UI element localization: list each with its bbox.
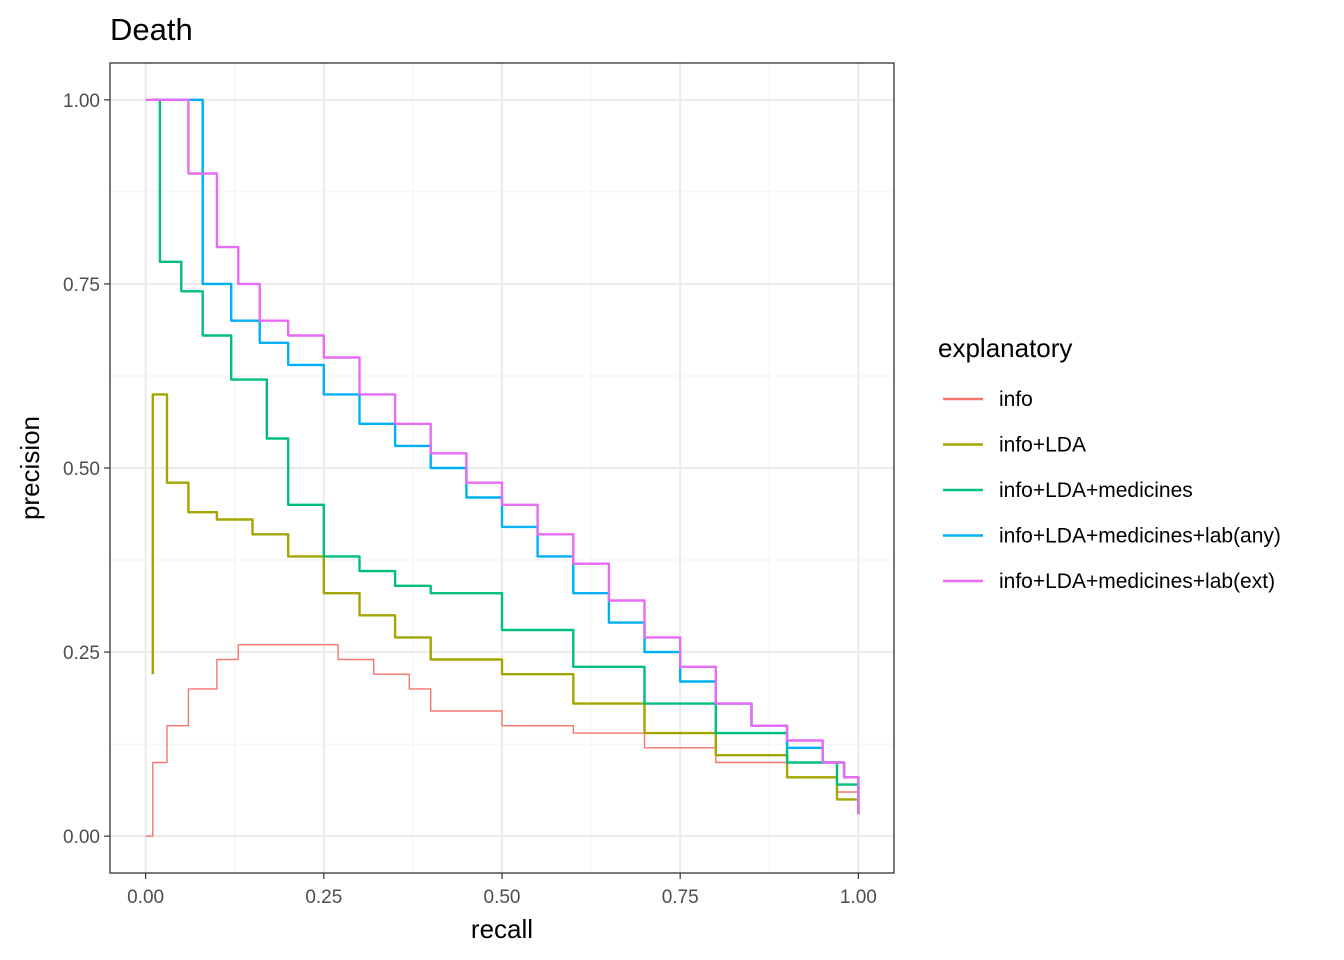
legend-title: explanatory: [938, 333, 1072, 363]
x-axis-title: recall: [471, 914, 533, 944]
legend-label: info+LDA+medicines: [999, 479, 1193, 502]
y-tick-label: 0.25: [63, 643, 100, 664]
chart-title: Death: [110, 12, 193, 47]
series-line-2: [152, 98, 860, 815]
y-tick-label: 0.50: [63, 459, 100, 480]
legend-label: info: [999, 388, 1033, 411]
legend-items: info info+LDA info+LDA+medicines info+LDA+m…: [943, 388, 1281, 593]
y-tick-label: 0.75: [63, 275, 100, 296]
x-axis-ticks: 0.00 0.25 0.50 0.75 1.00: [127, 873, 877, 908]
y-tick-label: 1.00: [63, 91, 100, 112]
series-lines: [145, 98, 860, 837]
major-gridlines: [110, 63, 894, 873]
x-tick-label: 0.50: [484, 887, 521, 908]
x-tick-label: 1.00: [840, 887, 877, 908]
y-tick-label: 0.00: [63, 827, 100, 848]
x-tick-label: 0.00: [127, 887, 164, 908]
y-axis-title: precision: [15, 416, 45, 520]
y-axis-ticks: 0.00 0.25 0.50 0.75 1.00: [63, 91, 110, 848]
series-line-4: [145, 98, 860, 815]
series-line-1: [151, 393, 860, 815]
legend: explanatory info info+LDA info+LDA+medicin…: [938, 333, 1281, 593]
legend-label: info+LDA+medicines+lab(any): [999, 525, 1281, 548]
x-tick-label: 0.75: [662, 887, 699, 908]
legend-label: info+LDA: [999, 434, 1086, 457]
legend-label: info+LDA+medicines+lab(ext): [999, 570, 1275, 593]
series-line-0: [145, 644, 860, 837]
x-tick-label: 0.25: [305, 887, 342, 908]
